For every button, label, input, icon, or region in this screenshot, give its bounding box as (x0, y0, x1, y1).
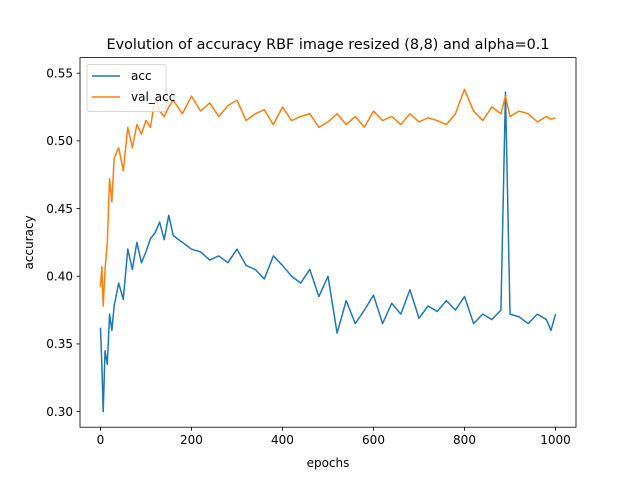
plot-frame (79, 57, 577, 428)
x-tick-label: 400 (271, 433, 294, 447)
y-ticks: 0.30 0.35 0.40 0.45 0.50 0.55 (46, 66, 80, 419)
y-tick-label: 0.40 (46, 269, 73, 283)
legend-label-val-acc: val_acc (131, 90, 175, 104)
legend-label-acc: acc (131, 69, 152, 83)
series-line-acc (99, 91, 557, 413)
chart-title: Evolution of accuracy RBF image resized … (107, 37, 550, 53)
y-tick-label: 0.50 (46, 134, 73, 148)
legend: acc val_acc (86, 64, 175, 112)
y-tick-label: 0.35 (46, 337, 73, 351)
x-ticks: 0 200 400 600 800 1000 (97, 427, 571, 447)
y-axis-label: accuracy (22, 215, 36, 269)
y-tick-label: 0.45 (46, 202, 73, 216)
y-tick-label: 0.30 (46, 405, 73, 419)
series-layer (99, 88, 557, 413)
x-tick-label: 800 (453, 433, 476, 447)
series-line-val-acc (99, 88, 556, 307)
y-tick-label: 0.55 (46, 66, 73, 80)
legend-box (86, 64, 167, 112)
x-tick-label: 200 (180, 433, 203, 447)
x-tick-label: 1000 (540, 433, 571, 447)
x-tick-label: 0 (97, 433, 105, 447)
x-tick-label: 600 (362, 433, 385, 447)
x-axis-label: epochs (307, 456, 350, 470)
